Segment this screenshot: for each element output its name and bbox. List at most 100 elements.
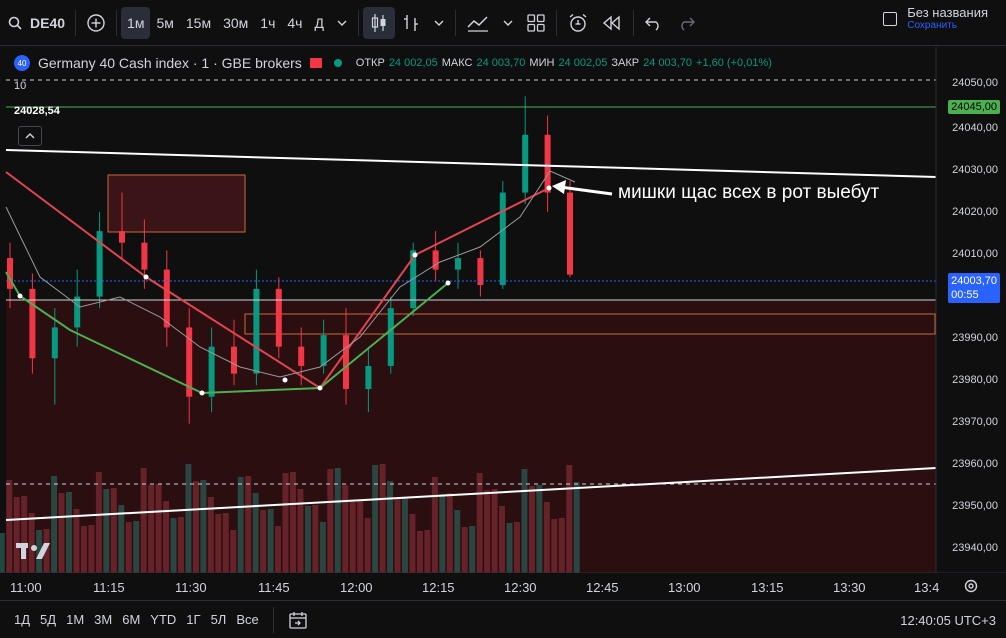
timeframe-4h[interactable]: 4ч [287, 14, 303, 31]
candle-body[interactable] [522, 134, 529, 193]
save-link[interactable]: Сохранить [907, 20, 957, 32]
time-tick: 13:30 [833, 580, 866, 595]
volume-bar [387, 481, 394, 573]
range-3m[interactable]: 3М [94, 612, 113, 627]
candle-body[interactable] [365, 365, 372, 390]
volume-bar [170, 518, 177, 573]
volume-count: 10 [14, 80, 27, 92]
range-6m[interactable]: 6М [122, 612, 141, 627]
time-tick: 11:00 [10, 580, 42, 595]
candle-body[interactable] [74, 296, 81, 328]
green-zigzag [5, 271, 449, 395]
price-tick: 23960,00 [952, 458, 998, 470]
legend-title[interactable]: Germany 40 Cash index · 1 · GBE brokers [38, 55, 302, 71]
compare-button[interactable] [80, 7, 112, 39]
separator [357, 9, 359, 36]
volume-bar [103, 489, 110, 573]
timeframe-dropdown[interactable] [330, 7, 354, 39]
open-label: ОТКР [355, 57, 385, 69]
volume-bar [118, 505, 125, 573]
range-1d[interactable]: 1Д [14, 612, 31, 627]
candle-body[interactable] [186, 327, 193, 397]
layout-button[interactable] [520, 7, 552, 39]
pivot-dot [143, 274, 149, 280]
volume-bar [469, 526, 476, 573]
volume-bar [36, 530, 43, 573]
volume-bar [88, 525, 95, 573]
bar-style-button[interactable] [395, 7, 427, 39]
undo-button[interactable] [638, 7, 670, 39]
tradingview-logo[interactable] [16, 541, 52, 564]
replay-button[interactable] [595, 7, 629, 39]
candle-body[interactable] [275, 288, 282, 347]
timeframe-1m[interactable]: 1м [121, 6, 151, 39]
candle-body[interactable] [477, 258, 484, 286]
save-layout-block[interactable]: Без названия Сохранить [883, 5, 1006, 32]
pivot-dot [17, 293, 23, 299]
symbol-search[interactable]: DE40 [0, 7, 71, 39]
volume-bar [446, 493, 453, 573]
bars-icon [403, 14, 418, 31]
collapse-button[interactable] [18, 126, 42, 146]
price-chart-svg[interactable] [0, 47, 1006, 573]
indicators-button[interactable] [460, 7, 496, 39]
timeframe-30m[interactable]: 30м [223, 14, 249, 31]
candle-body[interactable] [253, 288, 260, 374]
goto-date-button[interactable] [288, 610, 308, 630]
indicators-dropdown[interactable] [496, 7, 520, 39]
candle-body[interactable] [29, 288, 36, 359]
candle-body[interactable] [320, 335, 327, 366]
candle-body[interactable] [387, 308, 394, 366]
candle-body[interactable] [119, 231, 125, 243]
candle-body[interactable] [231, 346, 237, 374]
candle-body[interactable] [455, 258, 461, 270]
close-value: 24 003,70 [643, 57, 693, 69]
range-1y[interactable]: 1Г [186, 612, 201, 627]
volume-bars [0, 464, 580, 573]
chart-pane[interactable]: 40 Germany 40 Cash index · 1 · GBE broke… [0, 47, 1006, 573]
candle-body[interactable] [432, 250, 439, 270]
candle-body[interactable] [51, 327, 58, 359]
range-all[interactable]: Все [236, 612, 259, 627]
candle-body[interactable] [208, 346, 215, 397]
candle-body[interactable] [163, 269, 170, 328]
red-flag-icon [309, 58, 322, 68]
volume-bar [506, 523, 513, 573]
separator [454, 9, 456, 36]
candle-body[interactable] [544, 134, 551, 193]
timeframe-5m[interactable]: 5м [156, 14, 174, 31]
candle-body[interactable] [567, 192, 573, 275]
timeframe-1h[interactable]: 1ч [260, 14, 276, 31]
pivot-dot [282, 377, 288, 383]
range-5d[interactable]: 5Д [40, 612, 57, 627]
candle-body[interactable] [96, 231, 103, 297]
volume-bar [125, 522, 132, 573]
range-1m[interactable]: 1М [66, 612, 85, 627]
price-tick: 24010,00 [952, 248, 998, 260]
candle-body[interactable] [499, 192, 506, 286]
timeframe-15m[interactable]: 15м [185, 14, 212, 31]
range-5y[interactable]: 5Л [210, 612, 227, 627]
volume-bar [260, 510, 267, 573]
alert-button[interactable] [561, 7, 595, 39]
bar-style-dropdown[interactable] [427, 7, 451, 39]
settings-button[interactable] [963, 578, 979, 597]
price-tick: 24040,00 [952, 122, 998, 134]
volume-bar [312, 505, 319, 573]
candle-body[interactable] [7, 258, 13, 289]
time-axis[interactable]: 11:00 11:15 11:30 11:45 12:00 12:15 12:3… [0, 574, 1006, 600]
chevron-up-icon [25, 133, 35, 139]
candle-body[interactable] [141, 242, 148, 270]
timeframe-1d[interactable]: Д [314, 14, 324, 31]
range-ytd[interactable]: YTD [150, 612, 177, 627]
volume-bar [431, 477, 438, 573]
redo-button[interactable] [670, 7, 702, 39]
candle-body[interactable] [298, 346, 305, 366]
chart-type-button[interactable] [362, 6, 395, 39]
volume-bar [394, 498, 401, 573]
bar-countdown: 00:55 [951, 289, 979, 301]
high-label: МАКС [441, 57, 473, 69]
utc-clock[interactable]: 12:40:05 UTC+3 [900, 613, 996, 628]
candle-body[interactable] [343, 335, 349, 390]
undo-icon [644, 17, 659, 31]
